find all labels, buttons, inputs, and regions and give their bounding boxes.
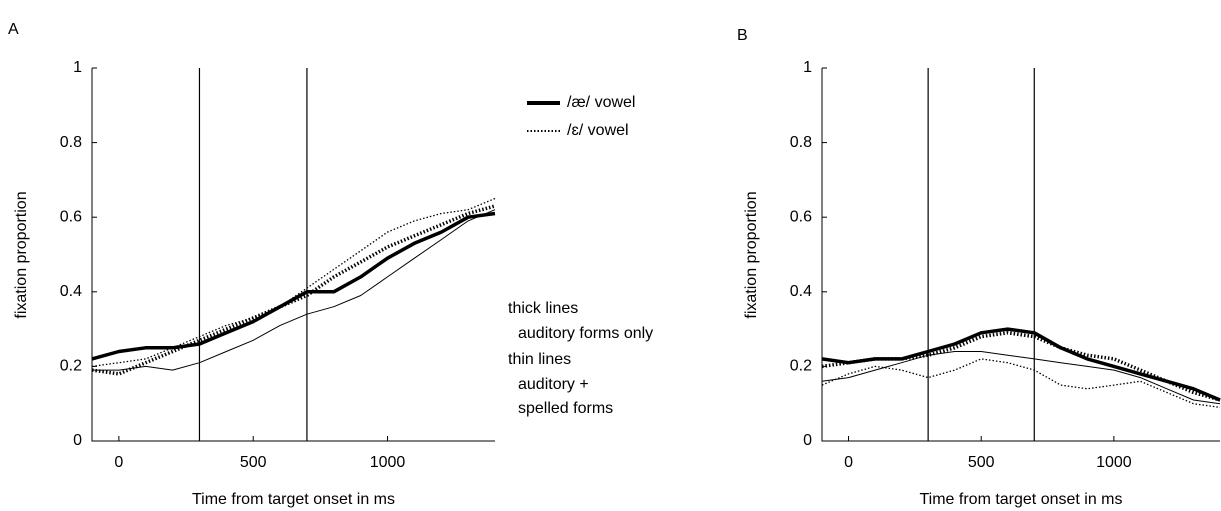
y-tick-label: 1 bbox=[803, 59, 812, 76]
data-line bbox=[91, 204, 496, 376]
data-line bbox=[821, 351, 1221, 405]
axes bbox=[91, 68, 495, 442]
y-axis-label: fixation proportion bbox=[743, 191, 760, 318]
annotation: thick lines bbox=[508, 300, 578, 317]
y-tick-label: 0 bbox=[73, 432, 82, 449]
y-tick-label: 0.6 bbox=[790, 208, 812, 225]
y-axis-label: fixation proportion bbox=[13, 191, 30, 318]
data-line bbox=[821, 358, 1221, 409]
data-line bbox=[91, 211, 496, 361]
annotation: thin lines bbox=[508, 351, 571, 368]
annotation: spelled forms bbox=[518, 400, 613, 417]
y-tick-label: 0.2 bbox=[60, 358, 82, 375]
data-line bbox=[92, 209, 496, 371]
x-tick-label: 1000 bbox=[370, 454, 406, 471]
x-tick-label: 1000 bbox=[1096, 454, 1132, 471]
annotation: auditory + bbox=[518, 376, 589, 393]
y-tick-label: 0.8 bbox=[790, 134, 812, 151]
y-tick-label: 0.8 bbox=[60, 134, 82, 151]
y-tick-label: 1 bbox=[73, 59, 82, 76]
x-tick-label: 0 bbox=[114, 454, 123, 471]
axes bbox=[821, 68, 1220, 442]
x-tick-label: 0 bbox=[844, 454, 853, 471]
y-tick-label: 0.4 bbox=[60, 283, 82, 300]
x-axis-label: Time from target onset in ms bbox=[919, 491, 1122, 508]
x-tick-label: 500 bbox=[968, 454, 995, 471]
y-tick-label: 0 bbox=[803, 432, 812, 449]
panel-label: B bbox=[737, 27, 748, 44]
x-tick-label: 500 bbox=[240, 454, 267, 471]
annotation: auditory forms only bbox=[518, 325, 653, 342]
data-line bbox=[821, 331, 1221, 402]
panel-label: A bbox=[8, 21, 19, 38]
legend-label: /ɛ/ vowel bbox=[567, 122, 629, 139]
legend-label: /æ/ vowel bbox=[567, 94, 635, 111]
data-line bbox=[91, 197, 496, 368]
y-tick-label: 0.6 bbox=[60, 208, 82, 225]
x-axis-label: Time from target onset in ms bbox=[192, 491, 395, 508]
y-tick-label: 0.4 bbox=[790, 283, 812, 300]
y-tick-label: 0.2 bbox=[790, 358, 812, 375]
